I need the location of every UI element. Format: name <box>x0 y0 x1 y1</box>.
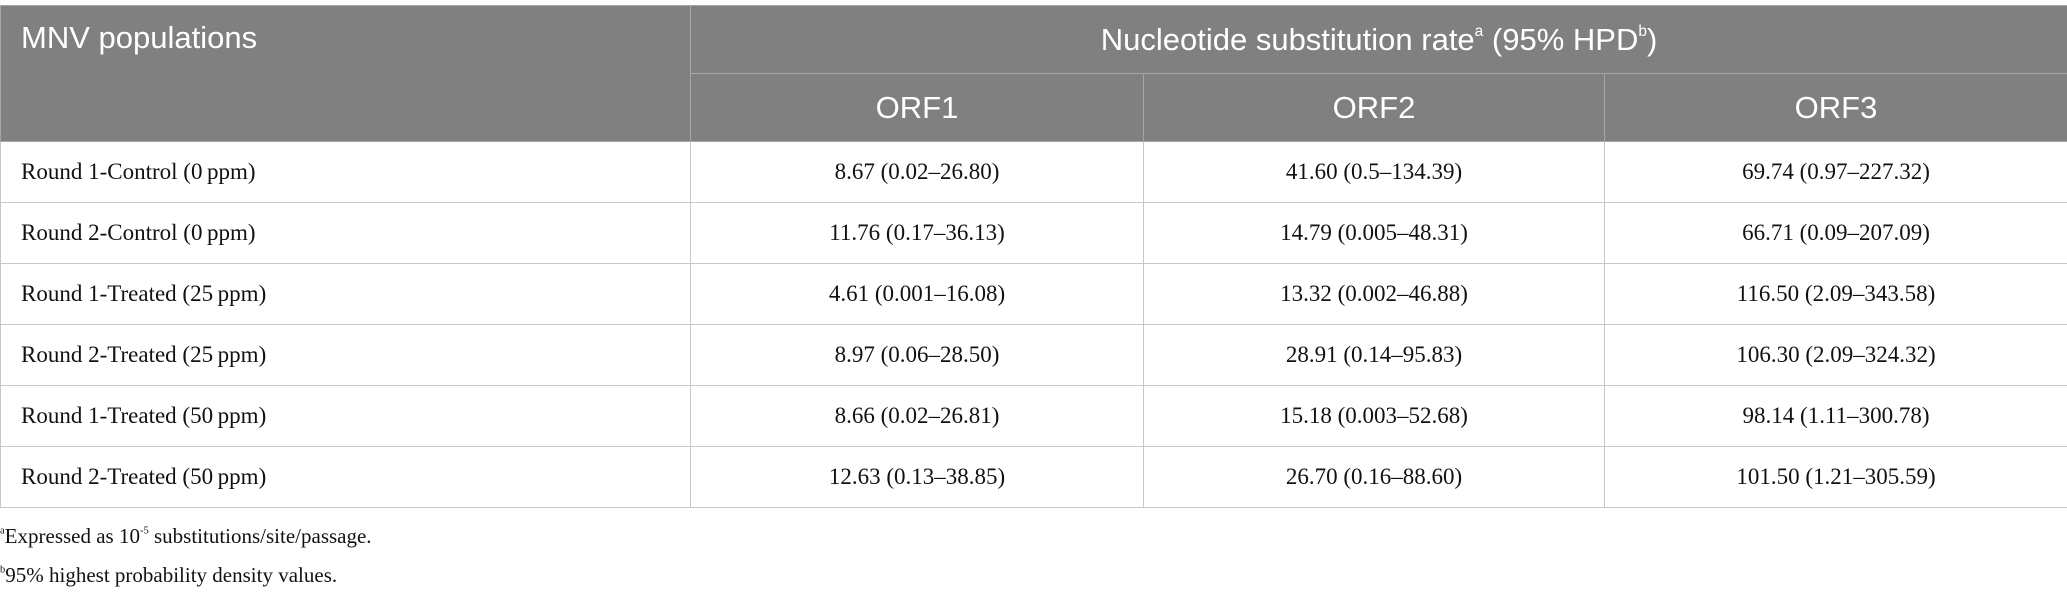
superscript: b <box>1638 22 1647 40</box>
cell: 11.76 (0.17–36.13) <box>690 202 1144 264</box>
cell: 101.50 (1.21–305.59) <box>1603 446 2067 508</box>
cell: 98.14 (1.11–300.78) <box>1603 385 2067 447</box>
cell: 41.60 (0.5–134.39) <box>1143 141 1605 203</box>
table-row: Round 2-Treated (25 ppm) 8.97 (0.06–28.50… <box>0 324 2067 386</box>
row-label: Round 1-Treated (50 ppm) <box>0 385 691 447</box>
row-label: Round 1-Treated (25 ppm) <box>0 263 691 325</box>
cell: 8.66 (0.02–26.81) <box>690 385 1144 447</box>
header-text: (95% HPD <box>1483 21 1639 57</box>
footnote: aExpressed as 10-5 substitutions/site/pa… <box>0 524 372 549</box>
footnote: b95% highest probability density values. <box>0 563 337 588</box>
table-row: Round 2-Control (0 ppm) 11.76 (0.17–36.13… <box>0 202 2067 264</box>
row-label: Round 2-Control (0 ppm) <box>0 202 691 264</box>
superscript: a <box>0 525 5 537</box>
row-label: Round 2-Treated (50 ppm) <box>0 446 691 508</box>
cell: 14.79 (0.005–48.31) <box>1143 202 1605 264</box>
cell: 66.71 (0.09–207.09) <box>1603 202 2067 264</box>
data-table: MNV populations Nucleotide substitution … <box>0 5 2067 508</box>
cell: 26.70 (0.16–88.60) <box>1143 446 1605 508</box>
cell: 69.74 (0.97–227.32) <box>1603 141 2067 203</box>
cell: 15.18 (0.003–52.68) <box>1143 385 1605 447</box>
table-row: Round 2-Treated (50 ppm) 12.63 (0.13–38.8… <box>0 446 2067 508</box>
cell: 8.97 (0.06–28.50) <box>690 324 1144 386</box>
footnote-text: substitutions/site/passage. <box>148 524 372 548</box>
table-row: Round 1-Treated (25 ppm) 4.61 (0.001–16.0… <box>0 263 2067 325</box>
header-group: Nucleotide substitution ratea (95% HPDb) <box>689 5 2067 74</box>
cell: 116.50 (2.09–343.58) <box>1603 263 2067 325</box>
cell: 8.67 (0.02–26.80) <box>690 141 1144 203</box>
row-label: Round 1-Control (0 ppm) <box>0 141 691 203</box>
cell: 106.30 (2.09–324.32) <box>1603 324 2067 386</box>
row-label: Round 2-Treated (25 ppm) <box>0 324 691 386</box>
header-cell: MNV populations <box>0 5 691 142</box>
table-row: Round 1-Treated (50 ppm) 8.66 (0.02–26.81… <box>0 385 2067 447</box>
cell: 13.32 (0.002–46.88) <box>1143 263 1605 325</box>
superscript: b <box>0 564 6 576</box>
column-header: ORF2 <box>1143 73 1605 142</box>
header-text: Nucleotide substitution rate <box>1100 21 1475 57</box>
cell: 4.61 (0.001–16.08) <box>690 263 1144 325</box>
footnote-text: 95% highest probability density values. <box>5 563 338 587</box>
cell: 12.63 (0.13–38.85) <box>690 446 1144 508</box>
superscript: -5 <box>139 525 149 537</box>
superscript: a <box>1474 22 1484 40</box>
header-text: ) <box>1646 21 1658 57</box>
column-header: ORF1 <box>690 73 1144 142</box>
table-row: Round 1-Control (0 ppm) 8.67 (0.02–26.80)… <box>0 141 2067 203</box>
footnote-text: Expressed as 10 <box>4 524 140 548</box>
column-header: ORF3 <box>1603 73 2067 142</box>
cell: 28.91 (0.14–95.83) <box>1143 324 1605 386</box>
